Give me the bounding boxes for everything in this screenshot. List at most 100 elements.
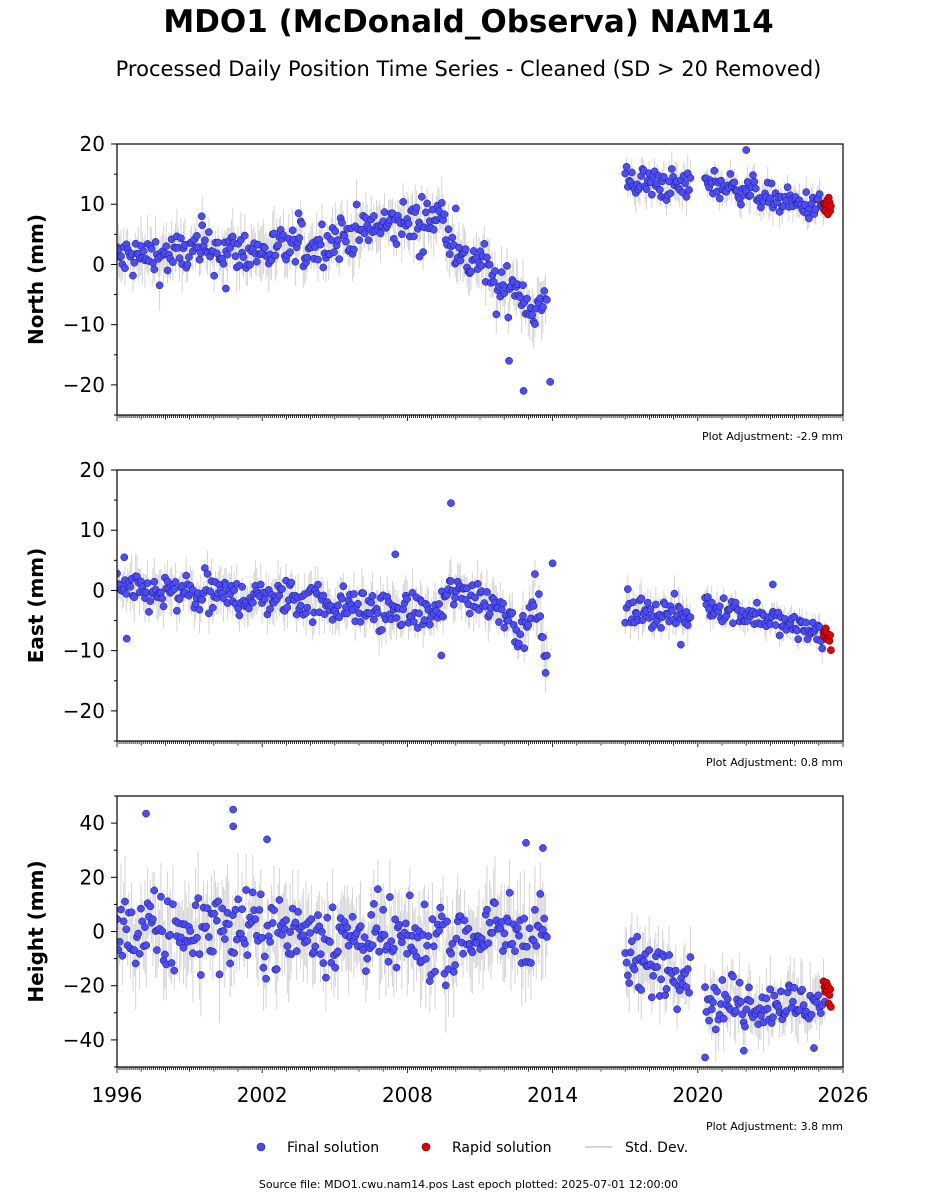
xtick-label: 2026 (818, 1083, 869, 1107)
north-final-point (483, 253, 491, 262)
panel-north: 20 10 0 −10 −20 North (mm) (24, 132, 844, 421)
north-final-point (523, 294, 531, 303)
height-final-point (527, 959, 535, 967)
height-final-point (314, 911, 322, 919)
east-final-point (397, 620, 406, 629)
east-final-point (235, 611, 244, 620)
east-outlier-point (548, 559, 557, 568)
east-final-point (145, 608, 153, 616)
height-final-point (403, 949, 412, 958)
north-final-point (291, 257, 300, 266)
east-final-point (707, 598, 716, 607)
height-final-point (266, 938, 274, 946)
north-final-point (621, 169, 630, 178)
height-final-point (141, 923, 149, 931)
east-final-point (500, 623, 509, 632)
east-final-point (374, 609, 382, 617)
east-final-point (683, 621, 692, 630)
height-final-point (421, 955, 430, 963)
height-outlier-point (739, 1046, 748, 1055)
height-final-point (412, 952, 421, 961)
north-final-point (503, 262, 511, 270)
height-final-point (384, 957, 393, 966)
height-ytick-label: −20 (63, 974, 105, 998)
north-final-point (331, 227, 340, 236)
north-final-point (749, 171, 757, 180)
height-final-point (449, 968, 458, 976)
height-outlier-point (539, 844, 547, 852)
north-final-point (195, 255, 204, 264)
height-outlier-point (522, 839, 530, 847)
north-final-point (214, 238, 223, 247)
north-final-point (183, 260, 192, 269)
east-final-point (447, 577, 455, 585)
north-final-points (117, 146, 829, 395)
height-final-point (135, 949, 144, 958)
height-final-point (625, 979, 634, 987)
height-final-point (741, 1022, 749, 1031)
height-final-point (150, 886, 159, 895)
height-final-point (443, 917, 451, 926)
height-outlier-point (810, 1044, 818, 1052)
east-final-point (208, 603, 217, 612)
east-final-point (703, 593, 712, 601)
height-final-point (711, 1025, 720, 1034)
north-final-point (288, 226, 297, 235)
east-final-point (338, 594, 346, 603)
north-final-point (316, 240, 325, 249)
east-outlier-point (768, 580, 777, 589)
east-outlier-point (391, 550, 400, 559)
height-final-point (630, 965, 639, 974)
height-final-point (170, 966, 179, 975)
east-final-point (790, 612, 799, 621)
north-final-point (469, 247, 478, 255)
north-final-point (445, 250, 454, 259)
north-final-point (440, 210, 449, 219)
east-final-point (275, 591, 284, 600)
east-final-point (793, 626, 801, 635)
height-plot-area (117, 805, 835, 1062)
height-rapid-point (826, 985, 835, 994)
east-final-point (314, 580, 322, 589)
height-final-point (259, 963, 268, 972)
east-final-point (126, 582, 135, 591)
north-ytick-label: −20 (63, 373, 105, 397)
east-final-point (204, 609, 213, 618)
east-final-point (439, 612, 447, 621)
east-final-point (244, 604, 253, 613)
north-final-point (235, 261, 244, 270)
north-final-point (240, 231, 249, 240)
east-final-point (465, 609, 474, 618)
north-outlier-point (197, 212, 206, 221)
north-final-point (417, 192, 426, 201)
east-outlier-point (437, 651, 446, 660)
height-final-point (367, 911, 376, 919)
height-final-point (146, 902, 155, 911)
north-final-point (271, 251, 280, 260)
height-final-point (238, 905, 246, 914)
height-final-point (328, 903, 337, 912)
height-final-point (441, 981, 450, 990)
north-final-point (185, 253, 193, 261)
north-outlier-point (415, 252, 424, 261)
height-ytick-label: 20 (80, 865, 105, 889)
east-final-point (531, 570, 539, 578)
north-final-point (219, 260, 228, 268)
height-final-point (488, 929, 497, 937)
height-final-point (770, 991, 779, 1000)
north-final-point (298, 219, 306, 228)
north-final-point (746, 191, 755, 200)
north-final-point (223, 250, 232, 259)
north-final-point (252, 257, 261, 266)
north-final-point (485, 260, 494, 269)
height-final-point (431, 967, 439, 976)
height-final-point (193, 933, 201, 942)
height-final-point (671, 966, 680, 975)
north-outlier-point (451, 204, 460, 213)
east-final-point (403, 595, 412, 603)
east-final-point (146, 597, 155, 605)
height-final-point (348, 912, 357, 921)
height-final-point (356, 922, 365, 931)
north-final-point (210, 271, 219, 280)
